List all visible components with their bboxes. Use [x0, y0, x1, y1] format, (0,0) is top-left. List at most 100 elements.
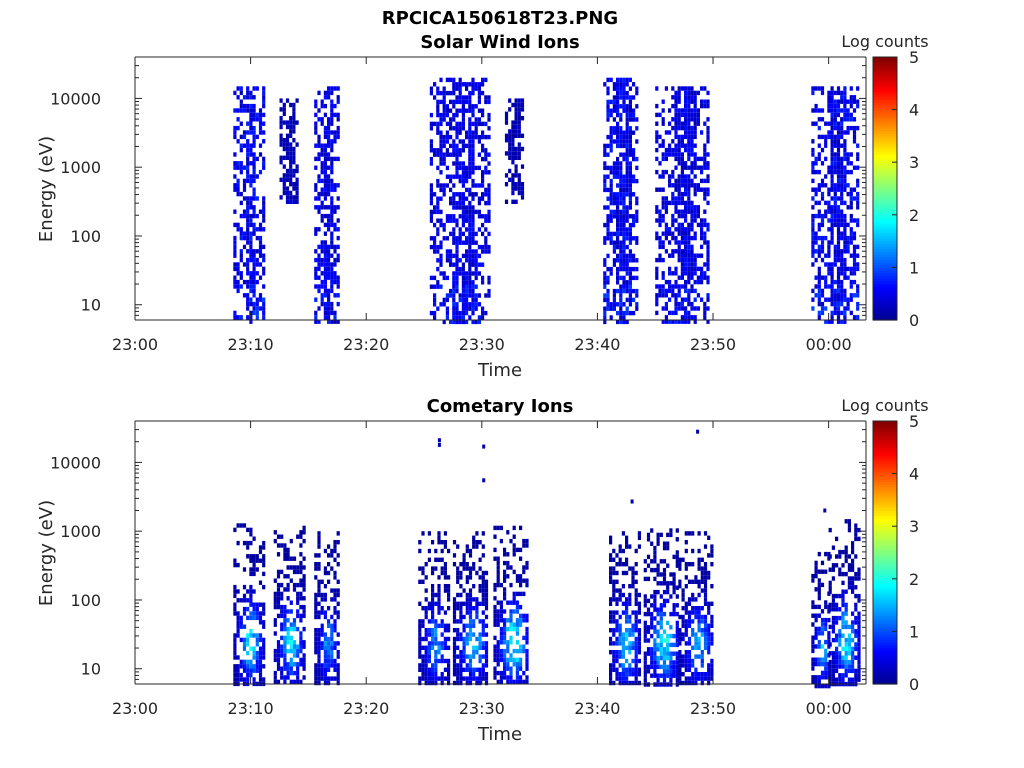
heatmap-cell — [662, 638, 667, 643]
heatmap-cell — [814, 240, 818, 245]
heatmap-cell — [609, 553, 613, 558]
heatmap-cell — [236, 165, 240, 170]
heatmap-cell — [330, 266, 334, 272]
heatmap-cell — [236, 611, 240, 616]
heatmap-cell — [857, 629, 861, 634]
colorbar-segment — [873, 217, 897, 221]
heatmap-cell — [323, 271, 327, 276]
heatmap-cell — [609, 192, 613, 197]
heatmap-cell — [674, 103, 678, 109]
heatmap-cell — [666, 532, 670, 538]
heatmap-cell — [628, 663, 632, 668]
heatmap-cell — [323, 658, 327, 664]
heatmap-cell — [628, 117, 632, 122]
heatmap-cell — [242, 262, 247, 267]
heatmap-cell — [824, 279, 828, 285]
heatmap-cell — [616, 165, 620, 171]
heatmap-cell — [461, 139, 465, 144]
heatmap-cell — [846, 117, 850, 122]
heatmap-cell — [471, 77, 475, 83]
heatmap-cell — [474, 262, 478, 267]
heatmap-cell — [442, 86, 446, 91]
heatmap-cell — [424, 597, 428, 602]
heatmap-cell — [603, 183, 607, 188]
colorbar-segment — [873, 149, 897, 153]
heatmap-cell — [246, 293, 250, 298]
heatmap-cell — [811, 235, 815, 241]
heatmap-cell — [844, 554, 848, 559]
heatmap-cell — [681, 597, 685, 602]
heatmap-cell — [827, 90, 831, 96]
heatmap-cell — [493, 670, 497, 676]
heatmap-cell — [299, 534, 303, 539]
heatmap-cell — [666, 669, 670, 674]
heatmap-cell — [616, 214, 620, 219]
heatmap-cell — [621, 531, 625, 536]
heatmap-cell — [289, 644, 293, 649]
heatmap-cell — [478, 672, 482, 677]
heatmap-cell — [456, 676, 460, 681]
heatmap-cell — [844, 549, 848, 555]
heatmap-cell — [831, 602, 835, 608]
heatmap-cell — [286, 648, 290, 654]
heatmap-cell — [609, 566, 613, 571]
heatmap-cell — [233, 315, 237, 320]
heatmap-cell — [814, 161, 818, 166]
heatmap-cell — [662, 541, 667, 546]
heatmap-cell — [439, 244, 443, 250]
heatmap-cell — [493, 613, 497, 619]
heatmap-cell — [677, 174, 681, 179]
heatmap-cell — [255, 156, 259, 162]
heatmap-cell — [447, 592, 451, 598]
heatmap-cell — [236, 178, 240, 184]
heatmap-cell — [680, 315, 684, 320]
heatmap-cell — [456, 680, 460, 686]
heatmap-cell — [262, 209, 266, 214]
heatmap-cell — [509, 622, 513, 627]
heatmap-cell — [327, 222, 331, 228]
heatmap-cell — [481, 231, 485, 237]
heatmap-cell — [619, 306, 623, 311]
heatmap-cell — [612, 249, 616, 254]
heatmap-cell — [452, 663, 457, 668]
heatmap-cell — [817, 587, 821, 592]
heatmap-cell — [292, 146, 296, 152]
heatmap-cell — [242, 540, 247, 546]
heatmap-cell — [289, 622, 293, 627]
heatmap-cell — [631, 632, 635, 637]
heatmap-cell — [817, 551, 821, 557]
heatmap-cell — [484, 632, 489, 637]
heatmap-cell — [249, 161, 253, 166]
heatmap-cell — [690, 222, 694, 228]
heatmap-cell — [687, 663, 692, 668]
heatmap-cell — [693, 161, 697, 166]
heatmap-cell — [854, 655, 858, 660]
heatmap-cell — [836, 266, 841, 272]
heatmap-cell — [509, 613, 513, 619]
heatmap-cell — [831, 677, 835, 682]
heatmap-cell — [814, 657, 818, 662]
heatmap-cell — [465, 240, 469, 245]
heatmap-cell — [249, 633, 253, 638]
heatmap-cell — [827, 200, 831, 206]
heatmap-cell — [684, 240, 688, 245]
heatmap-cell — [424, 632, 428, 637]
heatmap-cell — [320, 191, 324, 197]
heatmap-cell — [661, 271, 665, 276]
heatmap-cell — [249, 571, 253, 577]
colorbar-segment — [873, 109, 897, 113]
heatmap-cell — [336, 667, 340, 672]
heatmap-cell — [236, 139, 240, 144]
heatmap-cell — [320, 293, 324, 298]
colorbar-segment — [873, 146, 897, 150]
heatmap-cell — [289, 199, 293, 204]
heatmap-cell — [434, 623, 438, 628]
heatmap-cell — [622, 108, 626, 113]
heatmap-cell — [632, 297, 636, 303]
heatmap-cell — [811, 165, 815, 170]
heatmap-cell — [618, 641, 622, 646]
heatmap-cell — [302, 604, 306, 610]
heatmap-cell — [836, 271, 841, 276]
heatmap-cell — [418, 601, 422, 606]
heatmap-cell — [656, 567, 660, 573]
